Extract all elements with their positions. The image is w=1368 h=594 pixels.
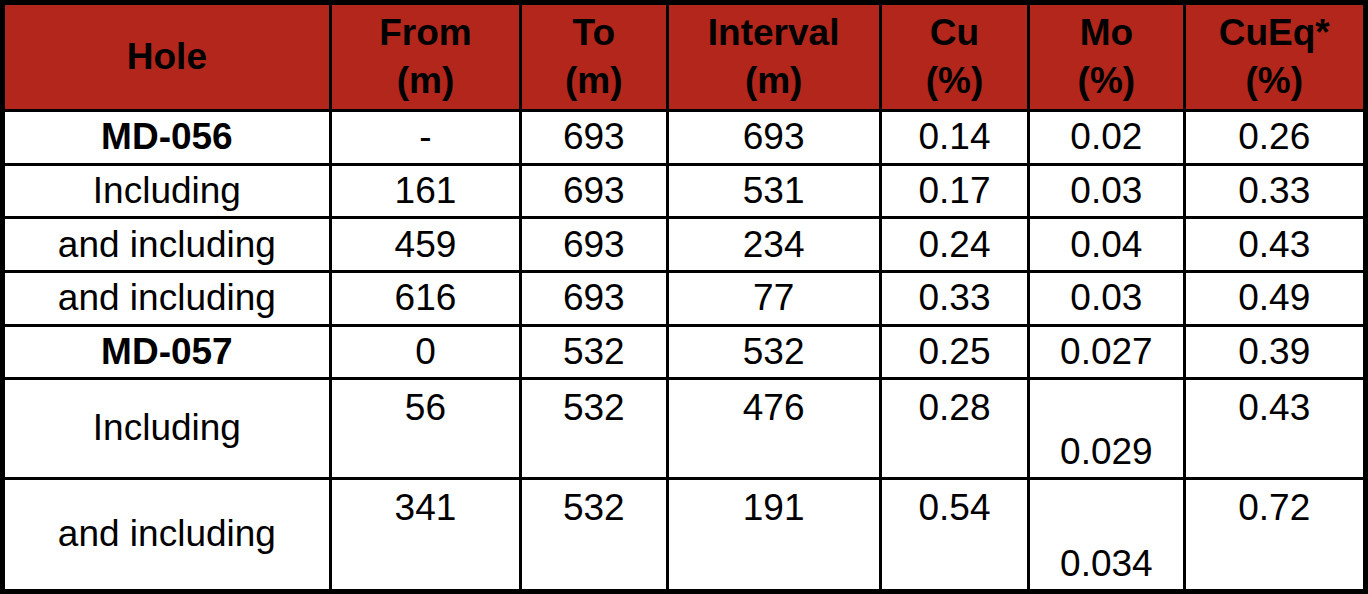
cell-interval: 191: [667, 478, 880, 591]
cell-cu: 0.33: [880, 271, 1028, 325]
cell-cueq: 0.26: [1184, 111, 1365, 165]
header-sublabel: (%): [882, 57, 1027, 105]
header-label: To: [522, 9, 666, 57]
header-label: CuEq*: [1186, 9, 1363, 57]
cell-from: -: [330, 111, 520, 165]
cell-cu: 0.14: [880, 111, 1028, 165]
cell-mo: 0.03: [1029, 164, 1184, 218]
header-sublabel: (%): [1186, 57, 1363, 105]
cell-cueq: 0.72: [1184, 478, 1365, 591]
cell-cu: 0.54: [880, 478, 1028, 591]
cell-cu: 0.25: [880, 325, 1028, 379]
cell-to: 693: [521, 271, 668, 325]
cell-hole: and including: [3, 478, 331, 591]
header-sublabel: (%): [1030, 57, 1182, 105]
cell-to: 532: [521, 379, 668, 478]
cell-interval: 476: [667, 379, 880, 478]
header-sublabel: (m): [669, 57, 879, 105]
cell-hole: and including: [3, 218, 331, 272]
cell-to: 693: [521, 164, 668, 218]
column-header-hole: Hole: [3, 3, 331, 111]
cell-to: 532: [521, 325, 668, 379]
cell-interval: 531: [667, 164, 880, 218]
cell-hole: Including: [3, 379, 331, 478]
cell-cueq: 0.33: [1184, 164, 1365, 218]
header-label: Interval: [669, 9, 879, 57]
header-sublabel: (m): [332, 57, 519, 105]
cell-cueq: 0.43: [1184, 379, 1365, 478]
cell-from: 56: [330, 379, 520, 478]
header-label: From: [332, 9, 519, 57]
cell-hole: MD-056: [3, 111, 331, 165]
cell-hole: MD-057: [3, 325, 331, 379]
cell-mo: 0.03: [1029, 271, 1184, 325]
cell-from: 616: [330, 271, 520, 325]
cell-mo: 0.034: [1029, 478, 1184, 591]
cell-interval: 693: [667, 111, 880, 165]
cell-interval: 77: [667, 271, 880, 325]
column-header-from: From (m): [330, 3, 520, 111]
cell-to: 532: [521, 478, 668, 591]
cell-mo: 0.027: [1029, 325, 1184, 379]
cell-from: 459: [330, 218, 520, 272]
cell-from: 161: [330, 164, 520, 218]
table-row: MD-056 - 693 693 0.14 0.02 0.26: [3, 111, 1366, 165]
column-header-cu: Cu (%): [880, 3, 1028, 111]
header-label: Hole: [5, 33, 329, 81]
cell-interval: 532: [667, 325, 880, 379]
cell-cu: 0.24: [880, 218, 1028, 272]
cell-to: 693: [521, 111, 668, 165]
header-row: Hole From (m) To (m) Interval (m) Cu: [3, 3, 1366, 111]
header-sublabel: (m): [522, 57, 666, 105]
column-header-interval: Interval (m): [667, 3, 880, 111]
table-row: and including 616 693 77 0.33 0.03 0.49: [3, 271, 1366, 325]
cell-mo: 0.04: [1029, 218, 1184, 272]
cell-mo: 0.02: [1029, 111, 1184, 165]
header-label: Mo: [1030, 9, 1182, 57]
table-row: Including 56 532 476 0.28 0.029 0.43: [3, 379, 1366, 478]
table-row: MD-057 0 532 532 0.25 0.027 0.39: [3, 325, 1366, 379]
column-header-to: To (m): [521, 3, 668, 111]
column-header-mo: Mo (%): [1029, 3, 1184, 111]
table-row: Including 161 693 531 0.17 0.03 0.33: [3, 164, 1366, 218]
table-row: and including 341 532 191 0.54 0.034 0.7…: [3, 478, 1366, 591]
drill-results-page: Hole From (m) To (m) Interval (m) Cu: [0, 0, 1368, 594]
cell-to: 693: [521, 218, 668, 272]
cell-cueq: 0.49: [1184, 271, 1365, 325]
cell-cueq: 0.39: [1184, 325, 1365, 379]
cell-cu: 0.17: [880, 164, 1028, 218]
cell-from: 341: [330, 478, 520, 591]
cell-hole: and including: [3, 271, 331, 325]
column-header-cueq: CuEq* (%): [1184, 3, 1365, 111]
cell-mo: 0.029: [1029, 379, 1184, 478]
cell-cueq: 0.43: [1184, 218, 1365, 272]
table-row: and including 459 693 234 0.24 0.04 0.43: [3, 218, 1366, 272]
cell-cu: 0.28: [880, 379, 1028, 478]
header-label: Cu: [882, 9, 1027, 57]
cell-interval: 234: [667, 218, 880, 272]
cell-hole: Including: [3, 164, 331, 218]
drill-results-table: Hole From (m) To (m) Interval (m) Cu: [0, 0, 1368, 594]
cell-from: 0: [330, 325, 520, 379]
